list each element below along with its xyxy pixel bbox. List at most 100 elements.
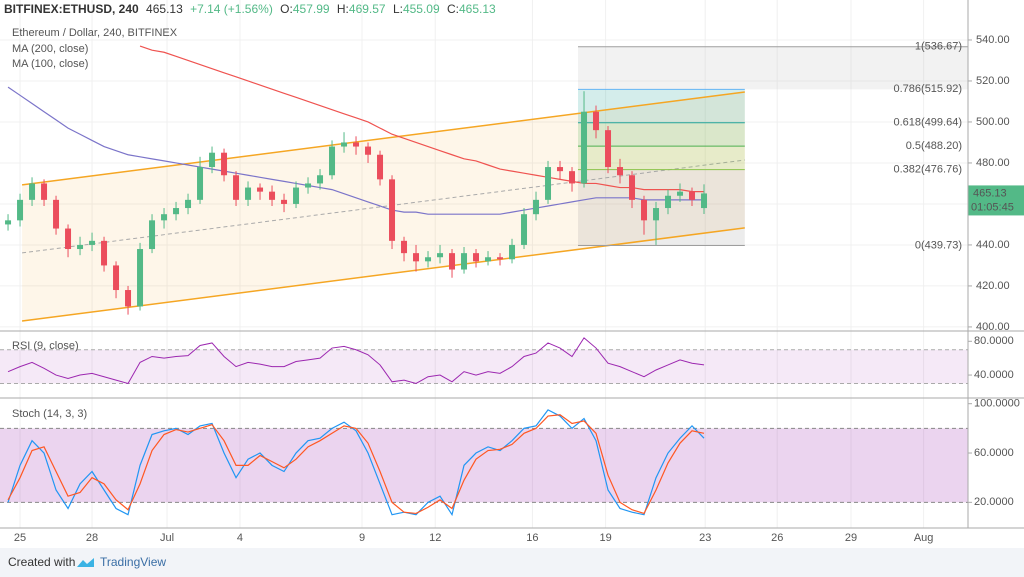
candle-body [557, 167, 564, 172]
background [0, 0, 1024, 548]
candle-body [161, 214, 168, 221]
l-value: 455.09 [402, 2, 440, 16]
candle-body [197, 167, 204, 200]
legend-entry: MA (200, close) [12, 43, 88, 55]
candle-body [89, 240, 96, 245]
candle-body [173, 208, 180, 215]
candle-body [665, 195, 672, 209]
h-label: H: [336, 2, 349, 16]
fib-label: 0.618(499.64) [894, 117, 963, 129]
y-tick-label: 20.0000 [974, 496, 1014, 508]
y-tick-label: 80.0000 [974, 335, 1014, 347]
legend-entry: MA (100, close) [12, 58, 88, 70]
candle-body [149, 220, 156, 250]
candle-body [257, 187, 264, 192]
y-tick-label: 520.00 [976, 75, 1010, 87]
candle-body [617, 167, 624, 176]
candle-body [341, 142, 348, 147]
candle-body [245, 187, 252, 200]
chart-title: Ethereum / Dollar, 240, BITFINEX [12, 27, 178, 39]
fib-label: 0.786(515.92) [894, 83, 963, 95]
created-with: Created with [8, 555, 76, 569]
rsi-line [7, 337, 705, 385]
candle-body [293, 187, 300, 204]
y-tick-label: 100.0000 [974, 398, 1020, 410]
x-tick-label: 19 [599, 532, 611, 544]
candle-body [305, 183, 312, 188]
y-tick-label: 400.00 [976, 321, 1010, 333]
footer: Created with TradingView [0, 548, 1024, 577]
l-label: L: [392, 2, 403, 16]
stoch-title: Stoch (14, 3, 3) [12, 408, 87, 420]
candle-body [209, 152, 216, 168]
x-tick-label: 28 [86, 532, 98, 544]
fib-zone [578, 122, 745, 147]
candle-body [605, 130, 612, 168]
x-tick-label: 25 [14, 532, 26, 544]
c-label: C: [447, 2, 459, 16]
candle-body [509, 244, 516, 260]
candle-body [29, 183, 36, 200]
logo [77, 558, 94, 567]
candle-body [365, 146, 372, 155]
price-marker [968, 185, 1024, 216]
candle-body [425, 257, 432, 262]
rsi-band [0, 349, 968, 384]
candle-body [281, 199, 288, 204]
y-tick-label: 500.00 [976, 116, 1010, 128]
candle-body [353, 142, 360, 147]
fib-label: 1(536.67) [915, 41, 962, 53]
candle-body [641, 199, 648, 221]
y-tick-label: 60.0000 [974, 447, 1014, 459]
candle-body [461, 253, 468, 270]
x-tick-label: 9 [359, 532, 365, 544]
candle-body [329, 146, 336, 176]
fib-zone [578, 169, 745, 246]
candle-body [413, 253, 420, 262]
o-label: O: [280, 2, 293, 16]
x-tick-label: 29 [845, 532, 857, 544]
candle-body [629, 175, 636, 200]
fib-zone [578, 146, 745, 170]
c-value: 465.13 [459, 2, 496, 16]
x-tick-label: 12 [429, 532, 441, 544]
candle-body [53, 199, 60, 229]
candle-body [185, 199, 192, 209]
countdown: 01:05:45 [971, 201, 1014, 213]
candle-body [125, 290, 132, 307]
candle-body [569, 171, 576, 184]
x-tick-label: 23 [699, 532, 711, 544]
y-tick-label: 40.0000 [974, 369, 1014, 381]
candle-body [5, 220, 12, 225]
x-tick-label: 26 [771, 532, 783, 544]
fib-label: 0.382(476.76) [894, 163, 963, 175]
x-tick-label: Aug [914, 532, 934, 544]
symbol: BITFINEX:ETHUSD, 240 [4, 2, 139, 16]
price-marker-label: 465.13 [973, 187, 1007, 199]
header: BITFINEX:ETHUSD, 240 465.13 +7.14 (+1.56… [4, 2, 500, 16]
y-tick-label: 440.00 [976, 239, 1010, 251]
rsi-title: RSI (9, close) [12, 340, 79, 352]
candle-body [545, 167, 552, 200]
candle-body [449, 253, 456, 270]
candle-body [269, 191, 276, 200]
fib-label: 0.5(488.20) [906, 140, 962, 152]
stoch-line [7, 414, 705, 515]
candle-body [101, 240, 108, 266]
brand[interactable]: TradingView [100, 555, 167, 569]
candle-body [521, 214, 528, 245]
channel-line [21, 91, 745, 186]
moving-average [139, 45, 705, 193]
candle-body [533, 199, 540, 215]
candle-body [689, 191, 696, 200]
candle-body [41, 183, 48, 200]
candle-body [497, 257, 504, 260]
candle-body [377, 154, 384, 180]
candle-body [677, 191, 684, 196]
stoch-band [0, 428, 968, 503]
h-value: 469.57 [348, 2, 386, 16]
moving-average [7, 86, 705, 215]
candle-body [485, 257, 492, 262]
last-price: 465.13 [146, 2, 183, 16]
